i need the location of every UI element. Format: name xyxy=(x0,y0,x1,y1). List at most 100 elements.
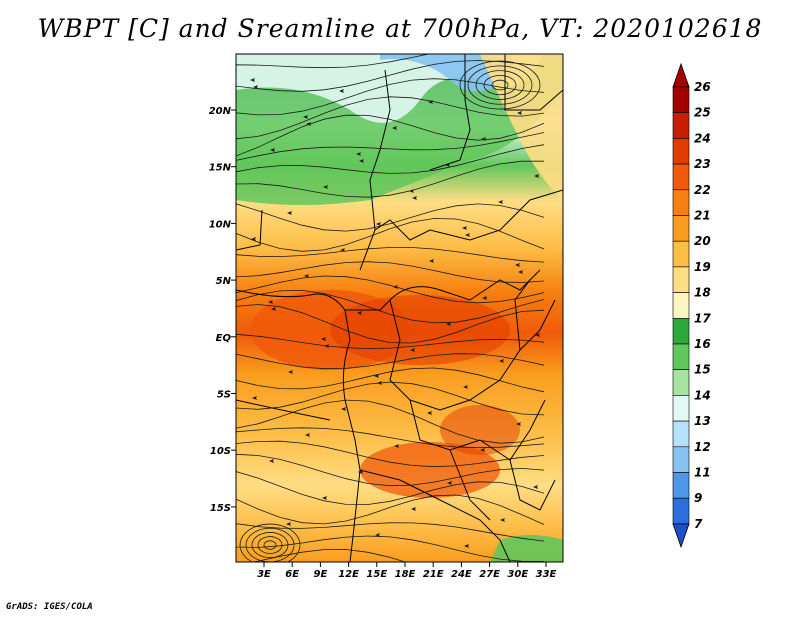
streamline xyxy=(236,132,545,161)
streamline-arrow xyxy=(252,396,257,400)
lon-label: 27E xyxy=(479,569,500,580)
warm-core-central xyxy=(330,295,510,365)
colorbar-swatch xyxy=(672,472,690,499)
streamline xyxy=(236,78,545,116)
lon-label: 12E xyxy=(338,569,359,580)
streamline-arrow xyxy=(446,322,451,326)
streamline xyxy=(239,523,301,562)
streamline-arrow xyxy=(534,174,539,178)
colorbar-label: 17 xyxy=(694,311,711,325)
streamline xyxy=(459,60,541,110)
streamline-arrow xyxy=(427,411,432,415)
streamline xyxy=(236,218,545,252)
streamline xyxy=(467,65,533,105)
colorbar-swatch xyxy=(672,266,690,293)
streamline-arrow xyxy=(464,544,469,548)
streamline xyxy=(483,75,517,96)
streamline-arrow xyxy=(409,189,414,193)
streamline-arrow xyxy=(358,470,363,474)
streamline xyxy=(251,532,289,559)
streamline-arrow xyxy=(375,533,380,537)
lat-label: 15S xyxy=(210,503,231,514)
streamline xyxy=(236,144,545,178)
colorbar-swatch xyxy=(672,86,690,114)
streamline-arrow xyxy=(516,422,521,426)
streamline-arrow xyxy=(447,481,452,485)
streamline xyxy=(236,114,545,157)
streamline-arrow xyxy=(533,485,538,489)
colorbar-label: 19 xyxy=(694,260,711,274)
colorbar-swatch xyxy=(672,189,690,216)
lat-label: 20N xyxy=(209,106,232,117)
streamline xyxy=(263,540,277,550)
streamline xyxy=(236,160,544,198)
streamline-arrow xyxy=(321,337,326,341)
streamline xyxy=(236,203,545,232)
lon-label: 24E xyxy=(451,569,472,580)
streamline xyxy=(236,247,545,263)
colorbar-bottom-arrow xyxy=(672,523,690,549)
streamline-arrow xyxy=(322,496,327,500)
streamline xyxy=(236,333,545,350)
colorbar-label: 7 xyxy=(694,517,703,531)
colorbar-label: 18 xyxy=(694,286,711,300)
streamline-arrow xyxy=(323,185,328,189)
colorbar-label: 22 xyxy=(694,183,711,197)
streamline-arrow xyxy=(356,152,361,156)
streamline xyxy=(236,289,545,324)
coldest-region-north xyxy=(380,54,514,92)
lon-label: 9E xyxy=(314,569,328,580)
lon-label: 21E xyxy=(423,569,444,580)
streamline-arrow xyxy=(393,285,398,289)
streamline xyxy=(236,427,545,449)
streamline-arrow xyxy=(462,226,467,230)
colorbar-swatch xyxy=(672,369,690,396)
streamline-arrow xyxy=(376,222,381,226)
streamline-arrow xyxy=(268,300,273,304)
streamline-arrow xyxy=(305,433,310,437)
streamline-arrow xyxy=(498,200,503,204)
streamline-arrow xyxy=(517,111,522,115)
lon-label: 15E xyxy=(366,569,387,580)
streamline-arrow xyxy=(412,196,417,200)
streamline-arrow xyxy=(269,459,274,463)
streamline xyxy=(236,96,545,140)
colorbar-swatch xyxy=(672,163,690,191)
streamline-arrow xyxy=(535,333,540,337)
colorbar-label: 14 xyxy=(694,388,711,402)
lat-label: 15N xyxy=(209,163,232,174)
streamline xyxy=(236,399,545,444)
streamline-arrow xyxy=(480,448,485,452)
streamline-arrow xyxy=(340,248,345,252)
streamline-arrow xyxy=(357,311,362,315)
lat-label: 5N xyxy=(216,276,232,287)
latitude-axis: 20N 15N 10N 5N EQ 5S 10S 15S xyxy=(209,106,236,514)
colorbar-label: 20 xyxy=(694,234,711,248)
streamline-arrow xyxy=(410,348,415,352)
colorbar-swatch xyxy=(672,112,690,139)
streamline-arrow xyxy=(341,407,346,411)
streamline-arrow xyxy=(499,359,504,363)
colorbar-swatch xyxy=(672,420,690,448)
lat-label: 10N xyxy=(209,219,232,230)
streamline-arrow xyxy=(429,259,434,263)
streamline xyxy=(245,527,295,562)
warm-region-northeast xyxy=(480,54,563,200)
colorbar-label: 21 xyxy=(694,209,711,223)
colorbar-swatch xyxy=(672,138,690,165)
streamline-arrow xyxy=(324,344,329,348)
streamline xyxy=(236,275,545,304)
streamline-arrow xyxy=(251,237,256,241)
grads-credit: GrADS: IGES/COLA xyxy=(6,602,93,612)
streamline-arrow xyxy=(270,148,275,152)
streamline xyxy=(236,520,545,542)
streamline xyxy=(236,453,545,487)
streamline xyxy=(236,471,545,505)
streamline xyxy=(236,494,545,525)
lon-label: 33E xyxy=(536,569,557,580)
streamline xyxy=(257,536,283,554)
streamline-arrow xyxy=(288,370,293,374)
streamline xyxy=(236,353,545,370)
streamline-arrow xyxy=(374,374,379,378)
colorbar-label: 15 xyxy=(694,363,711,377)
